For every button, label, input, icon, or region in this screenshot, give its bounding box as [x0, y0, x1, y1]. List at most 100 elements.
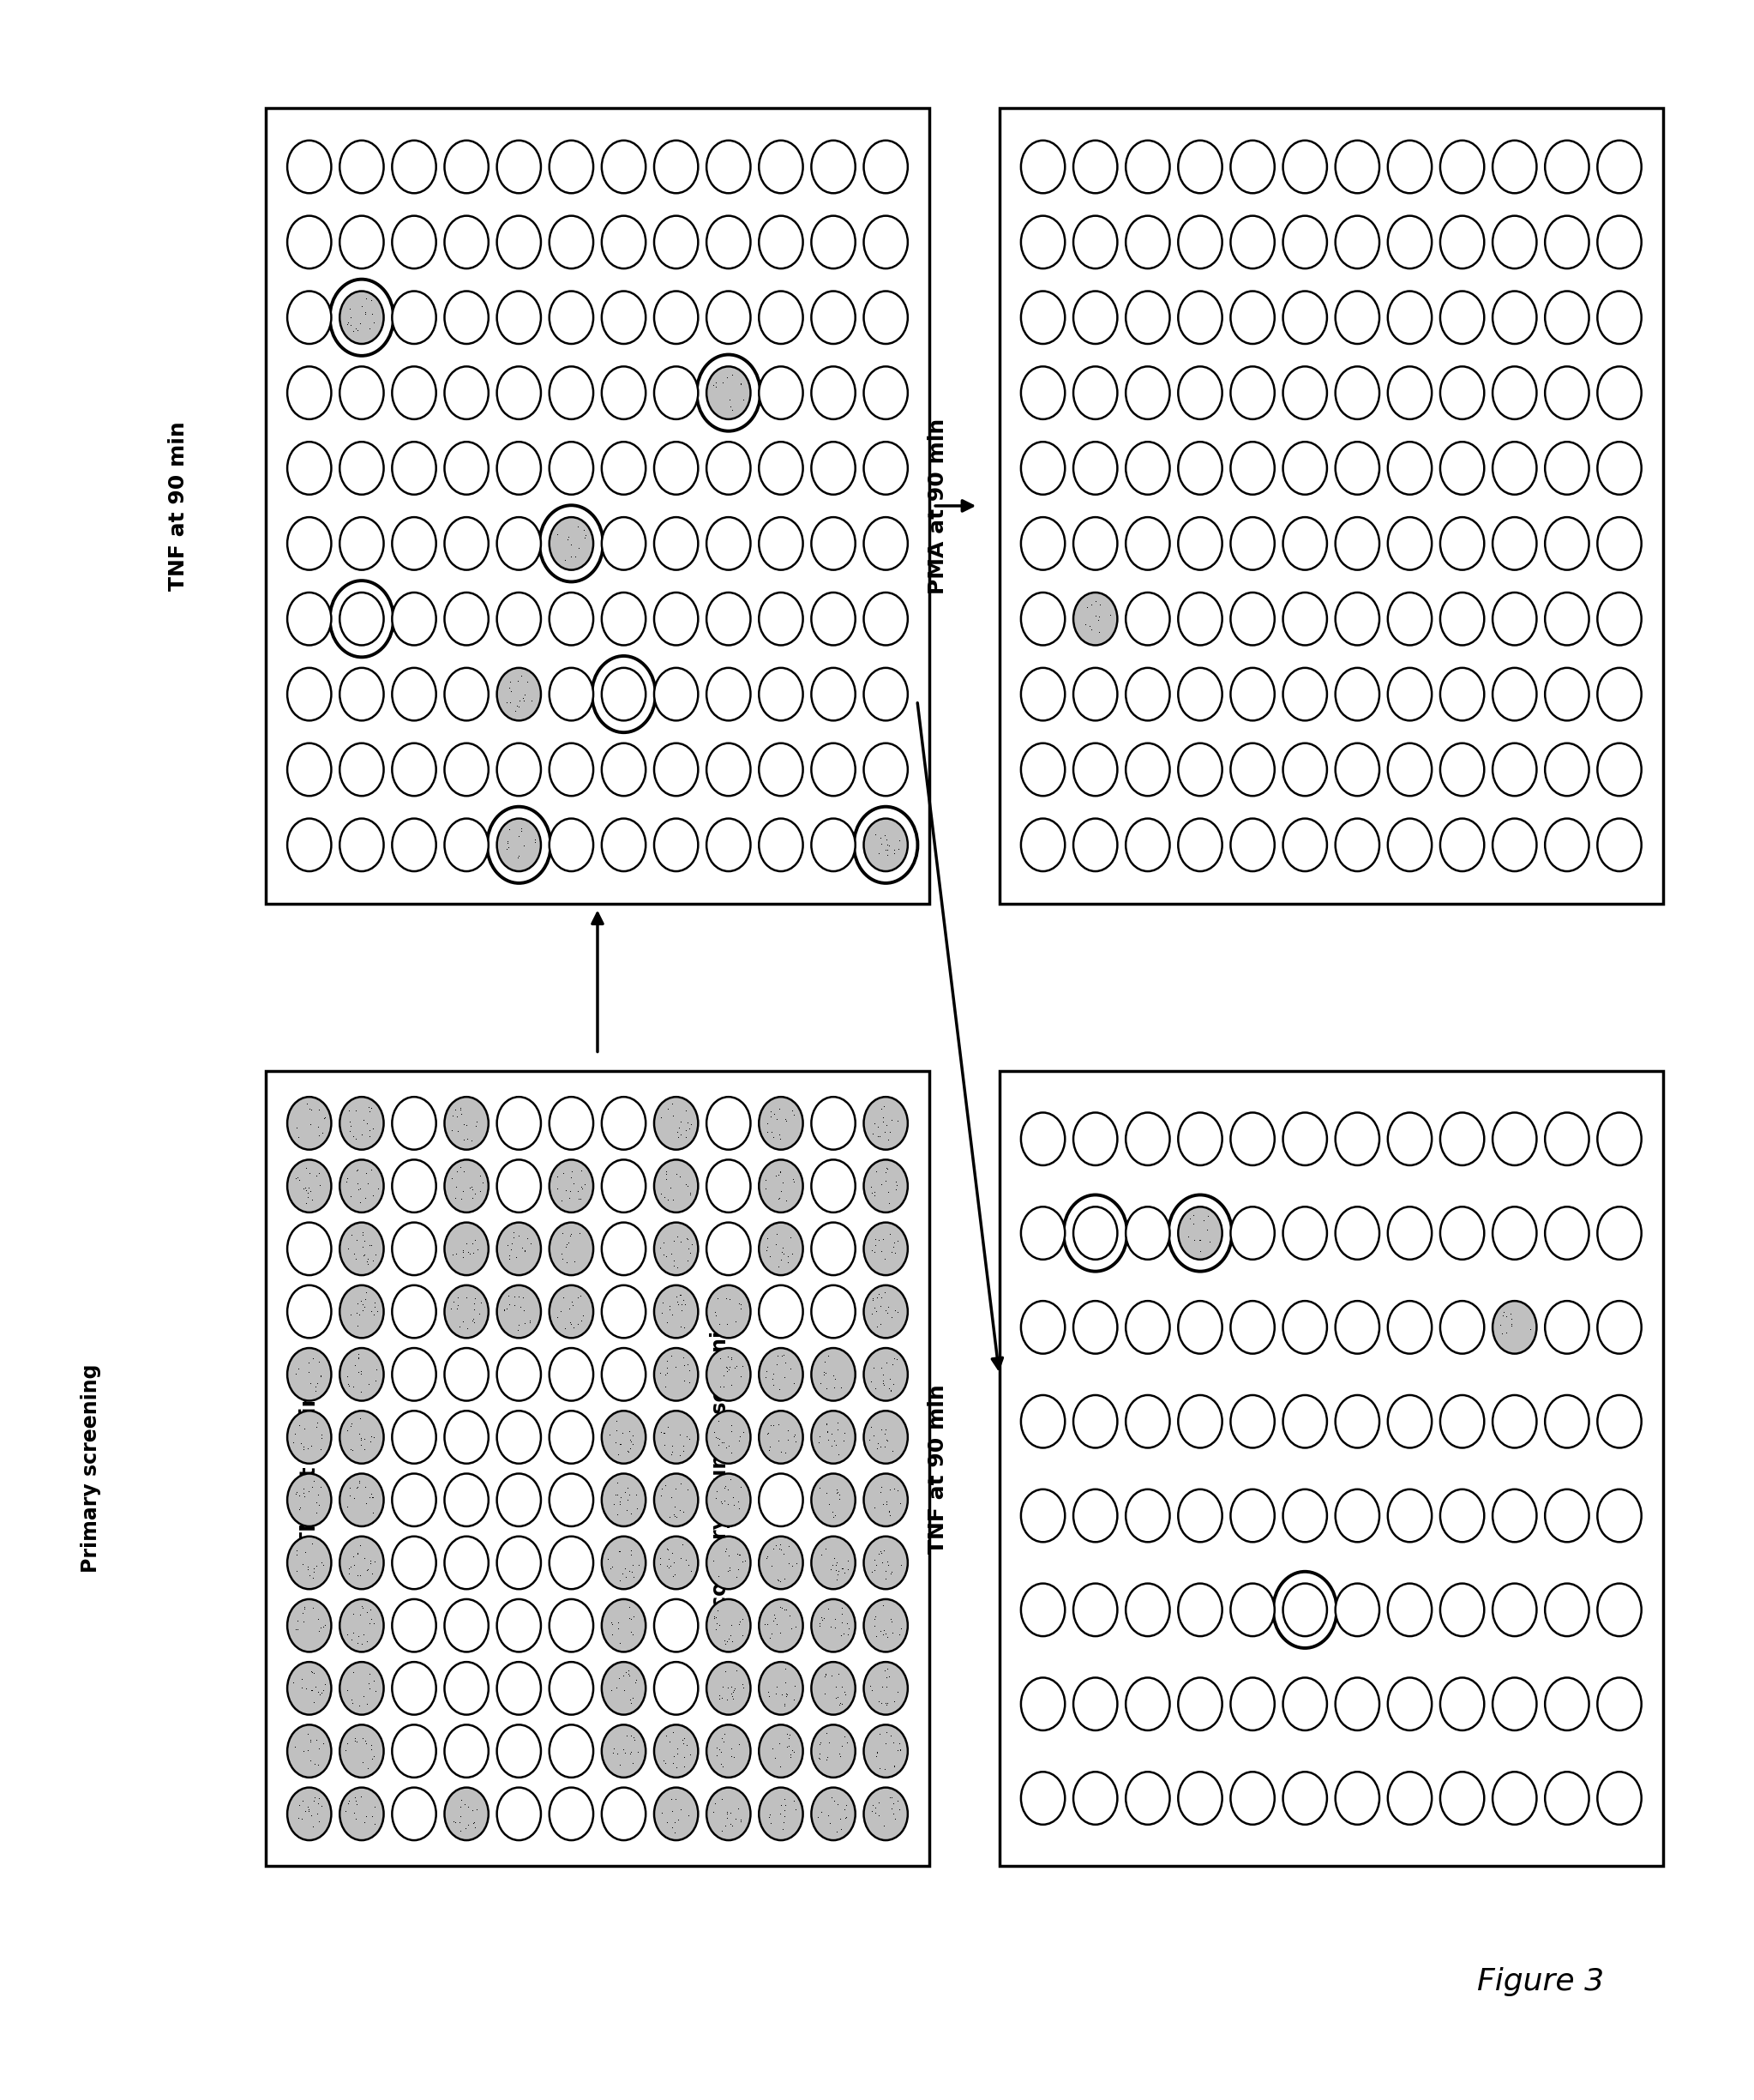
- Circle shape: [444, 1411, 489, 1464]
- Circle shape: [1440, 292, 1484, 344]
- Circle shape: [1282, 141, 1328, 193]
- Circle shape: [340, 1159, 384, 1212]
- Circle shape: [1073, 1300, 1117, 1354]
- Circle shape: [1073, 216, 1117, 269]
- Circle shape: [444, 743, 489, 796]
- Circle shape: [1021, 1113, 1065, 1166]
- Circle shape: [759, 1787, 803, 1840]
- Circle shape: [1282, 441, 1328, 496]
- Circle shape: [1387, 1208, 1431, 1260]
- Circle shape: [1021, 368, 1065, 420]
- Circle shape: [330, 279, 393, 355]
- Circle shape: [1231, 1113, 1275, 1166]
- Circle shape: [288, 1600, 332, 1653]
- Circle shape: [1493, 1208, 1537, 1260]
- Circle shape: [602, 668, 645, 720]
- Circle shape: [1335, 1678, 1379, 1730]
- Circle shape: [1073, 819, 1117, 872]
- Circle shape: [393, 1787, 437, 1840]
- Circle shape: [759, 517, 803, 569]
- Circle shape: [288, 1285, 332, 1338]
- Circle shape: [602, 819, 645, 872]
- Circle shape: [1335, 216, 1379, 269]
- Circle shape: [812, 1411, 856, 1464]
- Circle shape: [759, 1600, 803, 1653]
- Circle shape: [393, 743, 437, 796]
- Circle shape: [496, 1348, 540, 1401]
- Circle shape: [602, 517, 645, 569]
- Circle shape: [1598, 1300, 1642, 1354]
- Circle shape: [393, 441, 437, 496]
- Circle shape: [812, 592, 856, 645]
- Circle shape: [1440, 368, 1484, 420]
- Circle shape: [340, 1348, 384, 1401]
- Circle shape: [654, 517, 698, 569]
- Circle shape: [496, 441, 540, 496]
- Circle shape: [863, 1474, 909, 1527]
- Circle shape: [1440, 1678, 1484, 1730]
- Circle shape: [759, 1222, 803, 1275]
- Text: TNF at 90 min: TNF at 90 min: [928, 1384, 949, 1554]
- Circle shape: [654, 368, 698, 420]
- Circle shape: [1282, 592, 1328, 645]
- Circle shape: [1021, 292, 1065, 344]
- Circle shape: [1021, 819, 1065, 872]
- Circle shape: [1179, 441, 1223, 496]
- Circle shape: [496, 819, 540, 872]
- Circle shape: [1126, 1678, 1170, 1730]
- Circle shape: [1179, 1113, 1223, 1166]
- Circle shape: [340, 592, 384, 645]
- Circle shape: [549, 216, 593, 269]
- Circle shape: [1335, 368, 1379, 420]
- Circle shape: [1282, 216, 1328, 269]
- Circle shape: [863, 368, 909, 420]
- Circle shape: [1073, 1583, 1117, 1636]
- Circle shape: [340, 441, 384, 496]
- Circle shape: [602, 441, 645, 496]
- Circle shape: [444, 216, 489, 269]
- Circle shape: [1335, 141, 1379, 193]
- Circle shape: [444, 368, 489, 420]
- Circle shape: [1598, 1678, 1642, 1730]
- Circle shape: [393, 1724, 437, 1777]
- Circle shape: [812, 216, 856, 269]
- Circle shape: [1598, 517, 1642, 569]
- Circle shape: [1387, 1394, 1431, 1447]
- Circle shape: [863, 1096, 909, 1149]
- Circle shape: [1021, 1772, 1065, 1825]
- Circle shape: [1231, 216, 1275, 269]
- Circle shape: [1598, 1583, 1642, 1636]
- Circle shape: [1126, 1113, 1170, 1166]
- Circle shape: [1598, 743, 1642, 796]
- Circle shape: [1545, 668, 1589, 720]
- Circle shape: [654, 1661, 698, 1716]
- Circle shape: [444, 1724, 489, 1777]
- Circle shape: [549, 592, 593, 645]
- Circle shape: [1073, 668, 1117, 720]
- Circle shape: [549, 743, 593, 796]
- Circle shape: [602, 216, 645, 269]
- Circle shape: [288, 1787, 332, 1840]
- Circle shape: [1598, 1489, 1642, 1541]
- Circle shape: [1126, 216, 1170, 269]
- Circle shape: [812, 1159, 856, 1212]
- Circle shape: [602, 1661, 645, 1716]
- Circle shape: [1387, 292, 1431, 344]
- Circle shape: [1021, 141, 1065, 193]
- Circle shape: [602, 141, 645, 193]
- Circle shape: [1126, 292, 1170, 344]
- Circle shape: [1440, 1208, 1484, 1260]
- Circle shape: [496, 1787, 540, 1840]
- Circle shape: [1598, 819, 1642, 872]
- Circle shape: [444, 592, 489, 645]
- Circle shape: [812, 441, 856, 496]
- Circle shape: [759, 141, 803, 193]
- Circle shape: [1545, 1113, 1589, 1166]
- Circle shape: [696, 355, 761, 430]
- Circle shape: [288, 1096, 332, 1149]
- Circle shape: [1179, 1208, 1223, 1260]
- Circle shape: [1545, 1772, 1589, 1825]
- Text: TNF at 0 min: TNF at 0 min: [298, 1390, 319, 1546]
- Circle shape: [1063, 1195, 1128, 1270]
- Circle shape: [393, 1159, 437, 1212]
